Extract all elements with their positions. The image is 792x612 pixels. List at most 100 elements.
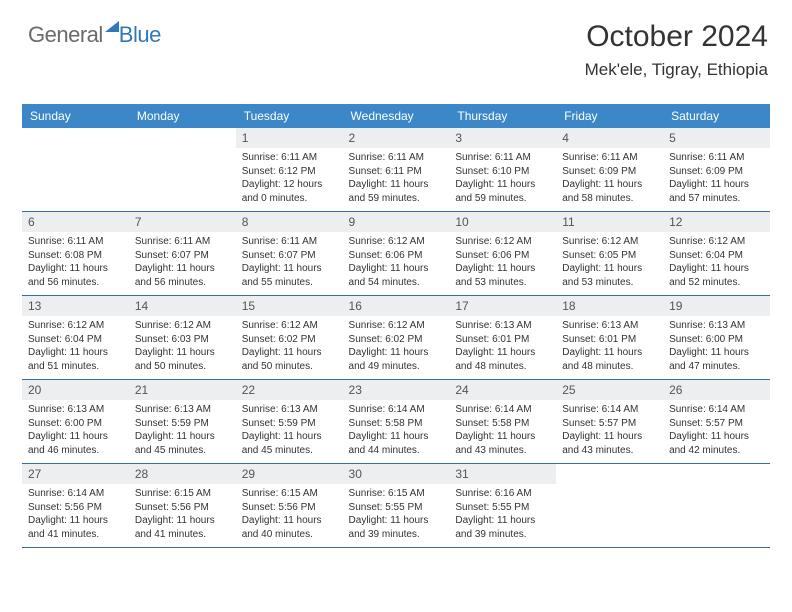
calendar-cell	[556, 464, 663, 548]
daylight-text: Daylight: 11 hours and 44 minutes.	[349, 430, 444, 457]
sunrise-text: Sunrise: 6:11 AM	[28, 235, 123, 249]
daylight-text: Daylight: 11 hours and 39 minutes.	[455, 514, 550, 541]
daylight-text: Daylight: 11 hours and 57 minutes.	[669, 178, 764, 205]
day-details: Sunrise: 6:12 AMSunset: 6:06 PMDaylight:…	[343, 232, 450, 295]
daylight-text: Daylight: 11 hours and 49 minutes.	[349, 346, 444, 373]
page-title: October 2024	[585, 20, 768, 54]
sunset-text: Sunset: 6:01 PM	[455, 333, 550, 347]
sunrise-text: Sunrise: 6:12 AM	[349, 319, 444, 333]
sunrise-text: Sunrise: 6:11 AM	[135, 235, 230, 249]
day-number: 26	[663, 380, 770, 400]
sunrise-text: Sunrise: 6:14 AM	[669, 403, 764, 417]
daylight-text: Daylight: 11 hours and 53 minutes.	[455, 262, 550, 289]
daylight-text: Daylight: 11 hours and 52 minutes.	[669, 262, 764, 289]
day-number: 19	[663, 296, 770, 316]
daylight-text: Daylight: 11 hours and 46 minutes.	[28, 430, 123, 457]
daylight-text: Daylight: 11 hours and 45 minutes.	[242, 430, 337, 457]
day-number: 20	[22, 380, 129, 400]
sunset-text: Sunset: 6:02 PM	[349, 333, 444, 347]
day-number: 1	[236, 128, 343, 148]
calendar-week-row: 13Sunrise: 6:12 AMSunset: 6:04 PMDayligh…	[22, 296, 770, 380]
daylight-text: Daylight: 11 hours and 56 minutes.	[28, 262, 123, 289]
daylight-text: Daylight: 11 hours and 58 minutes.	[562, 178, 657, 205]
calendar-cell	[22, 128, 129, 212]
day-header: Sunday	[22, 104, 129, 128]
daylight-text: Daylight: 11 hours and 42 minutes.	[669, 430, 764, 457]
sunset-text: Sunset: 6:00 PM	[28, 417, 123, 431]
sunrise-text: Sunrise: 6:11 AM	[669, 151, 764, 165]
calendar-cell: 2Sunrise: 6:11 AMSunset: 6:11 PMDaylight…	[343, 128, 450, 212]
day-details: Sunrise: 6:11 AMSunset: 6:08 PMDaylight:…	[22, 232, 129, 295]
sunrise-text: Sunrise: 6:12 AM	[28, 319, 123, 333]
sunset-text: Sunset: 6:02 PM	[242, 333, 337, 347]
sunset-text: Sunset: 5:56 PM	[135, 501, 230, 515]
sunset-text: Sunset: 5:58 PM	[349, 417, 444, 431]
logo-word-2: Blue	[119, 22, 161, 48]
day-number: 16	[343, 296, 450, 316]
calendar-cell	[129, 128, 236, 212]
page-header: October 2024 Mek'ele, Tigray, Ethiopia	[585, 20, 768, 80]
calendar-cell: 18Sunrise: 6:13 AMSunset: 6:01 PMDayligh…	[556, 296, 663, 380]
calendar-cell: 12Sunrise: 6:12 AMSunset: 6:04 PMDayligh…	[663, 212, 770, 296]
sunset-text: Sunset: 6:01 PM	[562, 333, 657, 347]
calendar-cell: 9Sunrise: 6:12 AMSunset: 6:06 PMDaylight…	[343, 212, 450, 296]
sunrise-text: Sunrise: 6:11 AM	[242, 151, 337, 165]
calendar-cell: 14Sunrise: 6:12 AMSunset: 6:03 PMDayligh…	[129, 296, 236, 380]
page-location: Mek'ele, Tigray, Ethiopia	[585, 60, 768, 80]
day-details: Sunrise: 6:12 AMSunset: 6:02 PMDaylight:…	[236, 316, 343, 379]
day-number: 3	[449, 128, 556, 148]
sunrise-text: Sunrise: 6:12 AM	[242, 319, 337, 333]
day-details: Sunrise: 6:11 AMSunset: 6:12 PMDaylight:…	[236, 148, 343, 211]
sunset-text: Sunset: 6:05 PM	[562, 249, 657, 263]
daylight-text: Daylight: 11 hours and 48 minutes.	[455, 346, 550, 373]
sunrise-text: Sunrise: 6:12 AM	[349, 235, 444, 249]
sunset-text: Sunset: 6:04 PM	[669, 249, 764, 263]
day-number: 8	[236, 212, 343, 232]
day-details: Sunrise: 6:12 AMSunset: 6:06 PMDaylight:…	[449, 232, 556, 295]
calendar-cell: 3 Sunrise: 6:11 AMSunset: 6:10 PMDaylight…	[449, 128, 556, 212]
calendar-week-row: 6Sunrise: 6:11 AMSunset: 6:08 PMDaylight…	[22, 212, 770, 296]
day-details: Sunrise: 6:12 AMSunset: 6:04 PMDaylight:…	[663, 232, 770, 295]
calendar-cell: 24Sunrise: 6:14 AMSunset: 5:58 PMDayligh…	[449, 380, 556, 464]
daylight-text: Daylight: 11 hours and 54 minutes.	[349, 262, 444, 289]
sunrise-text: Sunrise: 6:12 AM	[669, 235, 764, 249]
calendar-week-row: 27Sunrise: 6:14 AMSunset: 5:56 PMDayligh…	[22, 464, 770, 548]
day-details: Sunrise: 6:12 AMSunset: 6:05 PMDaylight:…	[556, 232, 663, 295]
day-number: 31	[449, 464, 556, 484]
day-details: Sunrise: 6:13 AMSunset: 6:00 PMDaylight:…	[22, 400, 129, 463]
daylight-text: Daylight: 11 hours and 59 minutes.	[349, 178, 444, 205]
day-number: 27	[22, 464, 129, 484]
calendar-cell: 19Sunrise: 6:13 AMSunset: 6:00 PMDayligh…	[663, 296, 770, 380]
day-details: Sunrise: 6:13 AMSunset: 5:59 PMDaylight:…	[236, 400, 343, 463]
daylight-text: Daylight: 11 hours and 53 minutes.	[562, 262, 657, 289]
sunset-text: Sunset: 6:06 PM	[455, 249, 550, 263]
sunrise-text: Sunrise: 6:11 AM	[455, 151, 550, 165]
daylight-text: Daylight: 11 hours and 41 minutes.	[28, 514, 123, 541]
day-number: 15	[236, 296, 343, 316]
sunset-text: Sunset: 6:10 PM	[455, 165, 550, 179]
logo-word-1: General	[28, 22, 103, 48]
sunset-text: Sunset: 6:12 PM	[242, 165, 337, 179]
daylight-text: Daylight: 11 hours and 59 minutes.	[455, 178, 550, 205]
calendar-cell: 13Sunrise: 6:12 AMSunset: 6:04 PMDayligh…	[22, 296, 129, 380]
calendar-cell: 27Sunrise: 6:14 AMSunset: 5:56 PMDayligh…	[22, 464, 129, 548]
sunset-text: Sunset: 6:03 PM	[135, 333, 230, 347]
sunrise-text: Sunrise: 6:11 AM	[349, 151, 444, 165]
day-details: Sunrise: 6:13 AMSunset: 5:59 PMDaylight:…	[129, 400, 236, 463]
sunset-text: Sunset: 5:56 PM	[28, 501, 123, 515]
daylight-text: Daylight: 11 hours and 47 minutes.	[669, 346, 764, 373]
day-details: Sunrise: 6:12 AMSunset: 6:02 PMDaylight:…	[343, 316, 450, 379]
sunset-text: Sunset: 6:09 PM	[669, 165, 764, 179]
sunrise-text: Sunrise: 6:14 AM	[349, 403, 444, 417]
day-details: Sunrise: 6:11 AMSunset: 6:11 PMDaylight:…	[343, 148, 450, 211]
day-number: 29	[236, 464, 343, 484]
day-number: 4	[556, 128, 663, 148]
logo-triangle-icon	[105, 21, 119, 32]
calendar-cell: 31Sunrise: 6:16 AMSunset: 5:55 PMDayligh…	[449, 464, 556, 548]
sunset-text: Sunset: 6:07 PM	[242, 249, 337, 263]
day-number: 25	[556, 380, 663, 400]
day-details: Sunrise: 6:14 AMSunset: 5:58 PMDaylight:…	[343, 400, 450, 463]
day-headers-row: Sunday Monday Tuesday Wednesday Thursday…	[22, 104, 770, 128]
day-header: Monday	[129, 104, 236, 128]
calendar-cell: 10Sunrise: 6:12 AMSunset: 6:06 PMDayligh…	[449, 212, 556, 296]
